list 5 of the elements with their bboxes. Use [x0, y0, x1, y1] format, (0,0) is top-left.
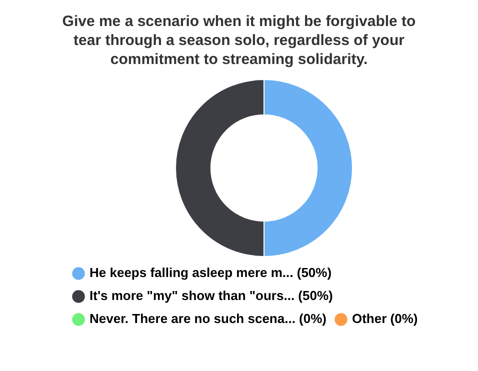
legend-label: Other (0%) [352, 311, 418, 326]
legend-label: It's more "my" show than "ours... (50%) [90, 288, 333, 304]
chart-title: Give me a scenario when it might be forgivable to tear through a season solo, regardless of your commitment to streaming solidarity. [61, 12, 417, 69]
legend-label: He keeps falling asleep mere m... (50%) [90, 265, 332, 280]
legend-label: Never. There are no such scena... (0%) [90, 311, 326, 326]
